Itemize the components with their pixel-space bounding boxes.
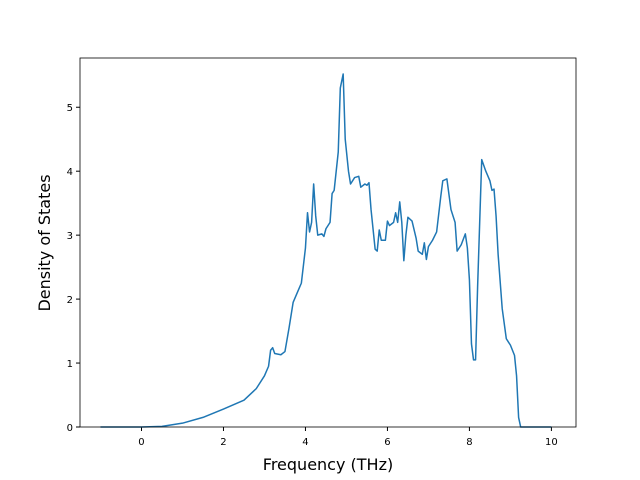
x-tick-label: 6 (384, 437, 390, 448)
x-tick-label: 10 (545, 437, 558, 448)
y-tick-label: 0 (67, 423, 73, 434)
x-tick-label: 8 (466, 437, 472, 448)
x-axis-label: Frequency (THz) (263, 455, 393, 474)
y-axis-label: Density of States (35, 174, 54, 311)
y-tick-label: 1 (67, 359, 73, 370)
y-tick-label: 4 (67, 167, 73, 178)
x-tick-label: 0 (138, 437, 144, 448)
line-series (100, 73, 552, 428)
x-tick-label: 2 (220, 437, 226, 448)
x-tick-label: 4 (302, 437, 308, 448)
y-tick-label: 2 (67, 295, 73, 306)
y-tick-label: 5 (67, 103, 73, 114)
plot-frame (79, 57, 577, 428)
y-tick-label: 3 (67, 231, 73, 242)
